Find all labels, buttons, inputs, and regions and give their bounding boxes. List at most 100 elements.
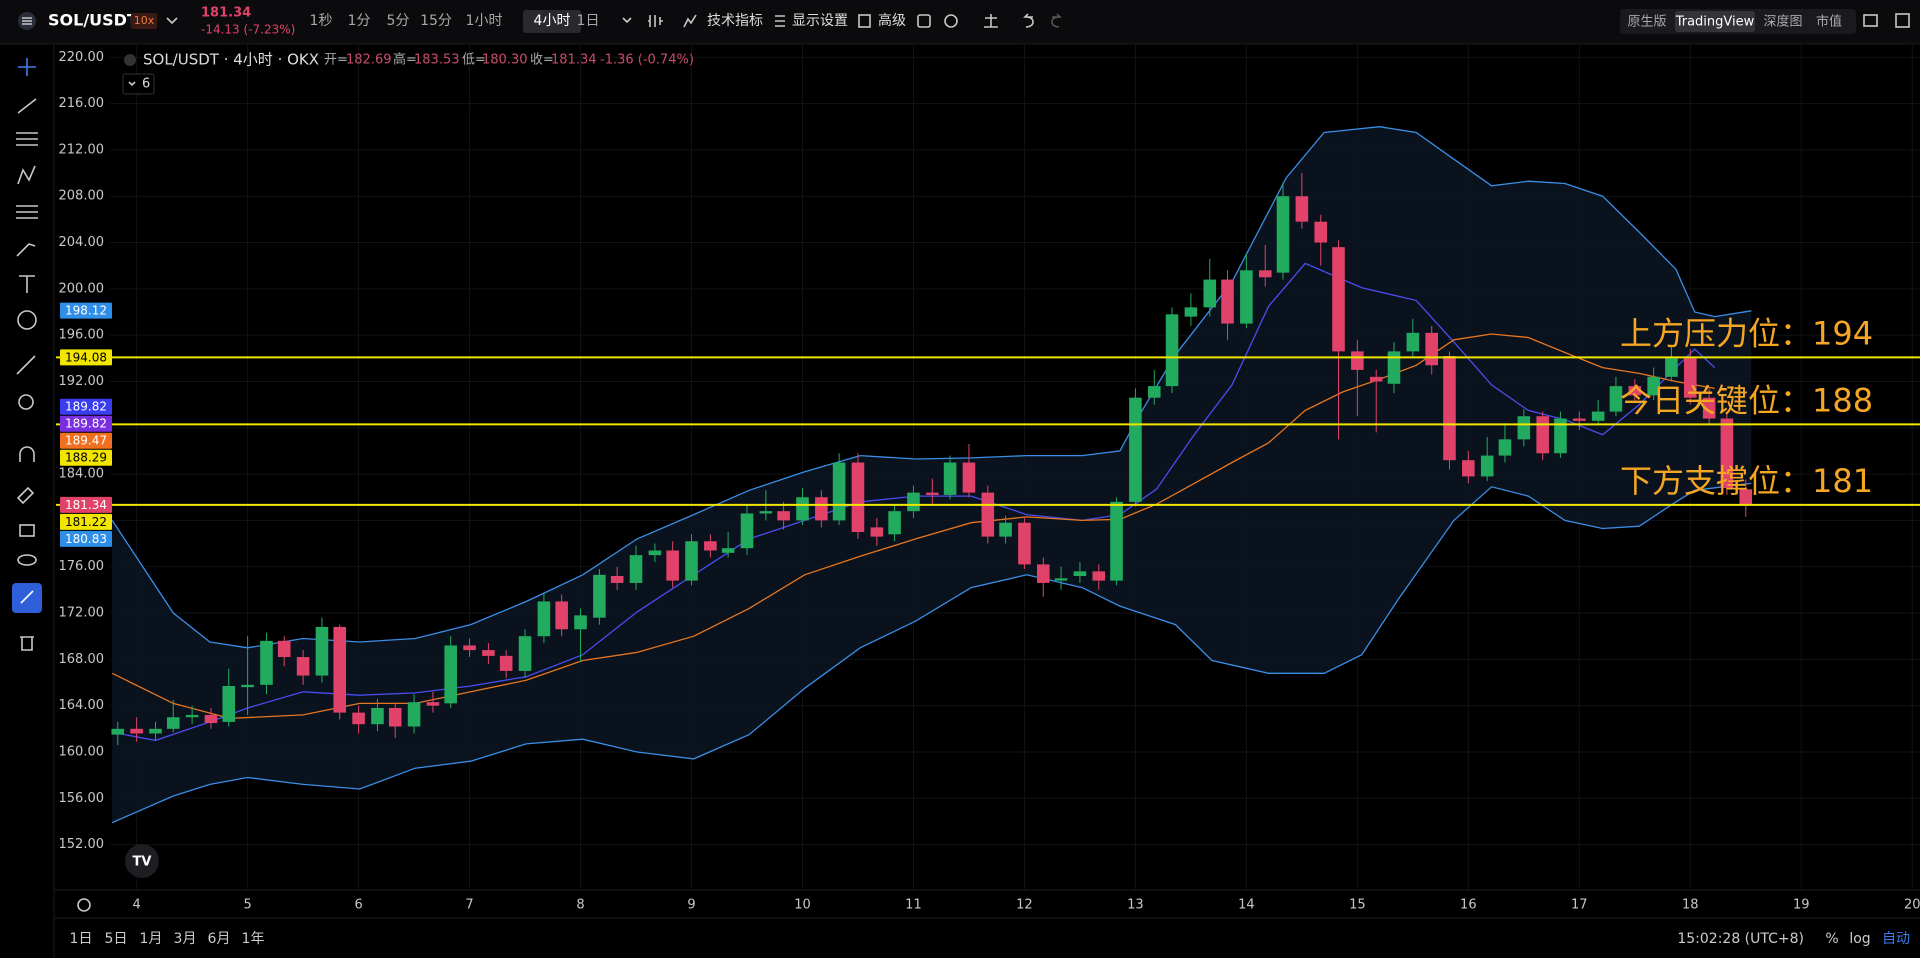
price-badge <box>60 496 112 513</box>
level-annotation: 今日关键位：188 <box>1620 381 1873 419</box>
menu-icon <box>22 17 32 25</box>
candle-body <box>759 511 773 514</box>
price-badge <box>60 415 112 432</box>
ruler-tool[interactable] <box>16 355 36 375</box>
view-tab[interactable]: 原生版 <box>1627 15 1666 30</box>
log-toggle[interactable]: log <box>1849 931 1870 947</box>
tool-indicators[interactable]: 技术指标 <box>707 13 763 29</box>
crosshair-tool[interactable] <box>18 58 36 76</box>
candle-body <box>463 645 476 651</box>
candle-body <box>721 548 735 553</box>
layout-icon[interactable] <box>1863 14 1878 27</box>
candle-body <box>796 497 809 521</box>
trendline-tool[interactable] <box>17 98 37 114</box>
indicator-toggle[interactable] <box>122 73 155 95</box>
interval[interactable]: 1小时 <box>466 13 503 29</box>
brush-tool[interactable] <box>16 243 36 257</box>
zoom-tool[interactable] <box>18 394 34 410</box>
fib-tool[interactable] <box>16 205 38 219</box>
candle-body <box>315 626 329 676</box>
lock-tool[interactable] <box>19 524 35 537</box>
candle-body <box>1720 418 1734 488</box>
candle-body <box>444 645 457 704</box>
view-tab[interactable]: 市值 <box>1816 14 1842 30</box>
tool-advanced[interactable]: 高级 <box>878 12 906 29</box>
candle-body <box>1665 358 1678 377</box>
level-annotation: 上方压力位：194 <box>1620 314 1873 352</box>
range-button[interactable]: 1年 <box>242 931 265 947</box>
x-tick-label: 9 <box>687 898 695 913</box>
x-tick-label: 7 <box>465 898 473 913</box>
candle-body <box>241 684 254 688</box>
tool-display[interactable]: 显示设置 <box>792 13 848 29</box>
snapshot-icon[interactable] <box>917 14 931 28</box>
settings-icon[interactable] <box>944 14 958 28</box>
candle-body <box>1165 314 1179 387</box>
candle-body <box>1536 416 1549 454</box>
candle-body <box>1258 270 1272 278</box>
symbol-dropdown[interactable] <box>166 17 178 25</box>
axis-settings[interactable] <box>77 898 91 912</box>
candle-body <box>482 650 495 656</box>
interval[interactable]: 5分 <box>387 13 410 29</box>
view-tab[interactable]: 深度图 <box>1763 14 1802 30</box>
candle-body <box>204 714 218 724</box>
level-annotation: 下方支撑位：181 <box>1620 462 1873 500</box>
candle-body <box>981 492 995 537</box>
candle-body <box>962 462 976 493</box>
leverage[interactable]: 10x <box>134 14 155 27</box>
lock-draw-tool[interactable] <box>16 486 35 505</box>
interval[interactable]: 1分 <box>348 13 371 29</box>
y-tick-label: 200.00 <box>59 281 105 296</box>
candle-body <box>574 615 587 630</box>
x-tick-label: 4 <box>132 898 140 913</box>
delete-tool[interactable] <box>20 636 34 651</box>
redo-icon[interactable] <box>1051 13 1062 28</box>
y-tick-label: 176.00 <box>59 559 105 574</box>
candle-body <box>149 728 162 734</box>
candle-body <box>1498 439 1512 456</box>
range-button[interactable]: 3月 <box>174 931 197 947</box>
emoji-tool[interactable] <box>17 310 37 330</box>
range-button[interactable]: 1日 <box>70 931 93 947</box>
range-button[interactable]: 5日 <box>105 931 128 947</box>
percent-toggle[interactable]: % <box>1825 931 1838 947</box>
fullscreen-icon[interactable] <box>1895 13 1910 28</box>
interval[interactable]: 1日 <box>577 13 600 29</box>
compare-icon[interactable] <box>984 14 998 28</box>
interval[interactable]: 15分 <box>420 13 452 29</box>
x-tick-label: 10 <box>794 898 811 913</box>
range-button[interactable]: 6月 <box>208 931 231 947</box>
y-tick-label: 156.00 <box>59 791 105 806</box>
interval[interactable]: 1秒 <box>310 13 333 29</box>
candle-body <box>1332 247 1345 352</box>
view-tab[interactable]: TradingView <box>1675 15 1755 30</box>
candle-body <box>185 714 199 718</box>
interval[interactable]: 4小时 <box>534 13 571 29</box>
candle-body <box>1702 397 1716 419</box>
legend-change: -1.36 (-0.74%) <box>600 53 694 68</box>
candle-body <box>111 728 125 735</box>
candle-body <box>1037 564 1050 583</box>
symbol[interactable]: SOL/USDT <box>48 11 138 30</box>
candle-body <box>1147 386 1161 398</box>
auto-toggle[interactable]: 自动 <box>1882 931 1910 947</box>
interval-dropdown[interactable] <box>622 17 632 24</box>
indicator-line <box>111 126 1752 649</box>
candle-body <box>1092 571 1106 581</box>
visibility-tool[interactable] <box>17 554 37 566</box>
price-badge-label: 194.08 <box>65 350 107 364</box>
text-tool[interactable] <box>19 275 35 293</box>
tv-logo[interactable] <box>125 844 159 878</box>
chart-type-icon[interactable] <box>648 15 663 27</box>
magnet-tool[interactable] <box>19 446 35 462</box>
undo-icon[interactable] <box>1023 13 1034 28</box>
candle-body <box>629 555 643 583</box>
channel-tool[interactable] <box>16 132 38 146</box>
pattern-tool[interactable] <box>17 165 36 185</box>
candle-body <box>1628 386 1642 396</box>
range-button[interactable]: 1月 <box>140 931 163 947</box>
x-tick-label: 8 <box>576 898 584 913</box>
candle-body <box>518 636 532 671</box>
